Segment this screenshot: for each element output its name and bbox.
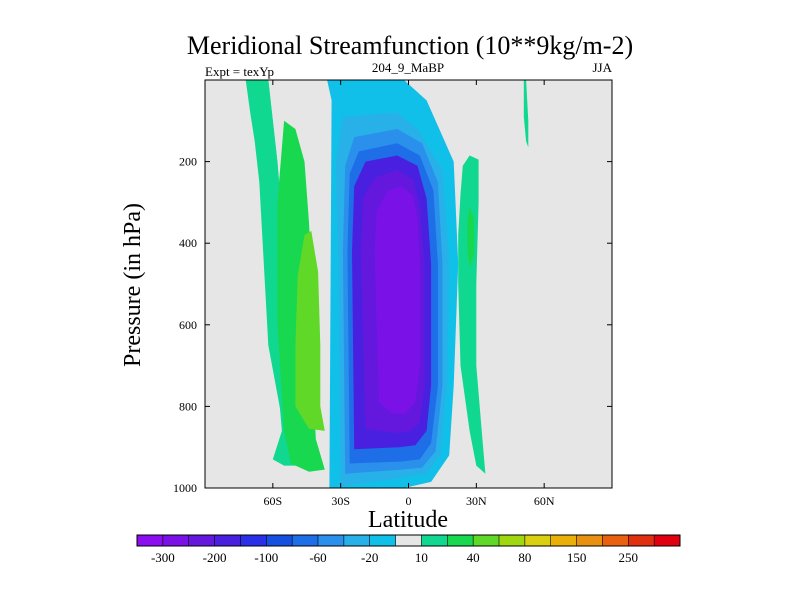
- period-label: 204_9_MaBP: [372, 60, 444, 75]
- x-axis-ticks: 60S 30S 0 30N 60N: [263, 80, 555, 508]
- colorbar-swatch-4: [240, 535, 267, 546]
- colorbar-label-5: 10: [415, 550, 428, 565]
- colorbar-label-4: -20: [361, 550, 378, 565]
- contour-band-8: [268, 80, 312, 466]
- colorbar-label-0: -300: [151, 550, 175, 565]
- colorbar-swatch-8: [343, 535, 371, 546]
- colorbar-labels: -300 -200 -100 -60 -20 10 40 80 150 250: [151, 550, 638, 565]
- y-tick-label-1: 400: [179, 236, 197, 250]
- colorbar: [136, 534, 681, 547]
- x-axis-label: Latitude: [368, 507, 448, 533]
- x-tick-label-1: 30S: [331, 494, 350, 508]
- contour-band-6: [374, 186, 420, 415]
- colorbar-swatch-15: [524, 535, 552, 546]
- colorbar-swatch-14: [499, 535, 526, 546]
- season-label: JJA: [592, 60, 612, 75]
- colorbar-label-2: -100: [254, 550, 278, 565]
- colorbar-swatch-1: [162, 535, 190, 546]
- y-tick-label-2: 600: [179, 318, 197, 332]
- colorbar-swatch-3: [214, 535, 241, 546]
- colorbar-frame: [136, 534, 681, 547]
- colorbar-swatch-7: [318, 535, 345, 546]
- colorbar-swatch-20: [654, 535, 681, 546]
- chart-title: Meridional Streamfunction (10**9kg/m-2): [187, 31, 633, 60]
- colorbar-swatch-12: [447, 535, 474, 546]
- colorbar-label-9: 250: [619, 550, 639, 565]
- y-axis-ticks: 200 400 600 800 1000: [173, 155, 612, 495]
- x-tick-label-3: 30N: [466, 494, 487, 508]
- colorbar-label-8: 150: [567, 550, 587, 565]
- y-axis-label: Pressure (in hPa): [120, 203, 146, 367]
- y-tick-label-3: 800: [179, 399, 197, 413]
- colorbar-label-3: -60: [309, 550, 326, 565]
- colorbar-label-6: 40: [467, 550, 480, 565]
- y-tick-label-4: 1000: [173, 481, 197, 495]
- colorbar-swatch-19: [628, 535, 655, 546]
- contour-band-10: [295, 231, 325, 431]
- y-tick-label-0: 200: [179, 155, 197, 169]
- contour-band-13: [523, 80, 529, 148]
- colorbar-swatch-16: [550, 535, 577, 546]
- colorbar-swatch-5: [266, 535, 293, 546]
- colorbar-swatch-6: [292, 535, 319, 546]
- x-tick-label-2: 0: [406, 494, 412, 508]
- colorbar-swatch-17: [576, 535, 603, 546]
- colorbar-swatch-11: [421, 535, 448, 546]
- x-tick-label-0: 60S: [263, 494, 282, 508]
- experiment-label: Expt = texYp: [205, 64, 274, 79]
- x-tick-label-4: 60N: [534, 494, 555, 508]
- contour-band-11: [458, 155, 486, 474]
- colorbar-label-7: 80: [518, 550, 531, 565]
- colorbar-swatch-10: [395, 535, 422, 546]
- colorbar-swatch-0: [137, 535, 164, 546]
- colorbar-swatch-2: [188, 535, 215, 546]
- contour-bands: [245, 80, 529, 488]
- contour-band-12: [467, 206, 475, 268]
- colorbar-swatch-9: [369, 535, 396, 546]
- colorbar-swatch-13: [473, 535, 500, 546]
- colorbar-swatch-18: [602, 535, 629, 546]
- colorbar-label-1: -200: [203, 550, 227, 565]
